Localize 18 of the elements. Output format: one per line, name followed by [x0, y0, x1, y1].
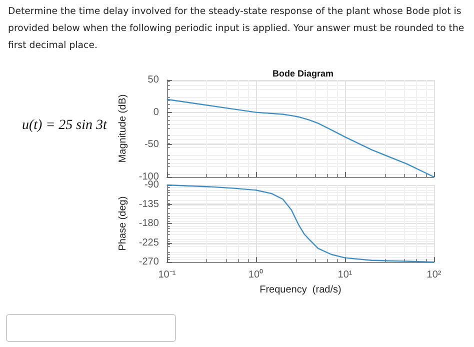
y-tick-label: -90	[144, 180, 160, 190]
x-tick-label: 10⁰	[248, 268, 264, 281]
chart-title: Bode Diagram	[272, 68, 334, 78]
x-tick-label: 10¹	[338, 270, 353, 281]
y-axis-title: Phase (deg)	[118, 196, 128, 251]
y-tick-label: 0	[153, 106, 160, 118]
y-tick-label: 50	[148, 74, 160, 86]
x-tick-label: 10²	[426, 270, 442, 281]
y-tick-label: -180	[138, 218, 160, 230]
y-tick-label: -50	[144, 139, 160, 150]
y-axis-title: Magnitude (dB)	[118, 94, 128, 163]
text: Determine the time delay involved for the steady-state response of the plant whose Bode plot is provided below when the following periodic input is applied. Your answer must be rounded to the first decimal place.	[8, 5, 466, 53]
y-tick-label: -225	[138, 237, 160, 248]
x-axis-title: Frequency (rad/s)	[260, 284, 342, 296]
x-tick-label: 10⁻¹	[158, 270, 176, 281]
y-tick-label: -135	[138, 198, 160, 210]
y-tick-label: -270	[138, 256, 160, 268]
text: u(t) = 25 sin 3t	[22, 118, 107, 134]
